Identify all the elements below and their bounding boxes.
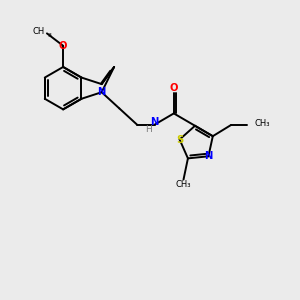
Text: H: H — [145, 125, 152, 134]
Text: CH: CH — [33, 27, 45, 36]
Text: S: S — [176, 134, 183, 145]
Text: CH₃: CH₃ — [176, 180, 191, 189]
Text: O: O — [59, 41, 68, 51]
Text: N: N — [204, 151, 213, 161]
Text: CH₃: CH₃ — [255, 119, 270, 128]
Text: O: O — [169, 83, 178, 93]
Text: 3: 3 — [47, 33, 51, 38]
Text: N: N — [151, 117, 159, 127]
Text: N: N — [98, 87, 106, 97]
